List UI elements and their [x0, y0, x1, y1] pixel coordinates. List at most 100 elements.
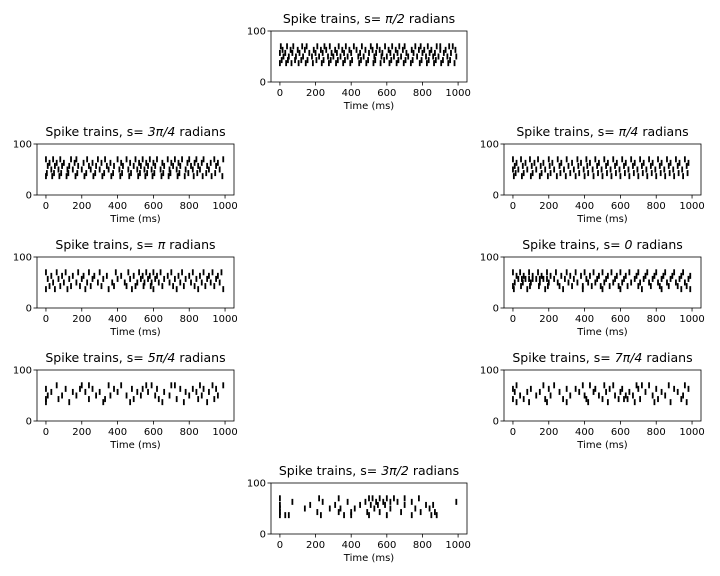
panel-title: Spike trains, s= π/4 radians — [516, 124, 688, 139]
axes-frame — [270, 30, 468, 83]
title-suffix: radians — [175, 350, 225, 365]
x-tick-label: 1000 — [679, 314, 704, 325]
axes-frame — [503, 143, 702, 196]
panel-title: Spike trains, s= 3π/4 radians — [45, 124, 225, 139]
x-tick-label: 800 — [180, 201, 199, 212]
title-suffix: radians — [638, 124, 688, 139]
title-prefix: Spike trains, s= — [45, 350, 147, 365]
y-tick-label: 0 — [26, 304, 32, 315]
x-tick-label: 400 — [108, 427, 127, 438]
x-tick-label: 0 — [277, 540, 283, 551]
panel-title: Spike trains, s= π/2 radians — [283, 11, 455, 26]
axes-frame — [36, 143, 235, 196]
y-tick-label: 100 — [480, 253, 499, 264]
x-tick-label: 200 — [72, 201, 91, 212]
x-tick-label: 0 — [43, 314, 49, 325]
x-axis-label: Time (ms) — [109, 440, 161, 451]
panel-title: Spike trains, s= 5π/4 radians — [45, 350, 225, 365]
title-prefix: Spike trains, s= — [512, 350, 614, 365]
x-tick-label: 800 — [647, 314, 666, 325]
title-math: 7π/4 — [615, 350, 643, 365]
title-suffix: radians — [165, 237, 215, 252]
axes-frame — [36, 369, 235, 422]
x-tick-label: 400 — [342, 88, 361, 99]
axes-frame — [36, 256, 235, 309]
x-axis-label: Time (ms) — [576, 214, 628, 225]
x-axis-label: Time (ms) — [576, 440, 628, 451]
y-tick-label: 100 — [247, 479, 266, 490]
x-tick-label: 600 — [377, 540, 396, 551]
y-tick-label: 0 — [260, 78, 266, 89]
title-prefix: Spike trains, s= — [522, 237, 624, 252]
x-tick-label: 0 — [510, 201, 516, 212]
title-suffix: radians — [633, 237, 683, 252]
y-tick-label: 100 — [13, 140, 32, 151]
x-tick-label: 1000 — [679, 201, 704, 212]
x-axis-label: Time (ms) — [576, 327, 628, 338]
x-tick-label: 0 — [277, 88, 283, 99]
x-tick-label: 0 — [43, 427, 49, 438]
x-tick-label: 800 — [413, 88, 432, 99]
y-tick-label: 100 — [13, 253, 32, 264]
x-tick-label: 600 — [611, 314, 630, 325]
raster-panel: Spike trains, s= 3π/4 radians 0 200 400 600 8… — [13, 124, 238, 225]
y-tick-label: 0 — [26, 191, 32, 202]
title-math: 3π/2 — [381, 463, 409, 478]
axes-frame — [503, 369, 702, 422]
x-tick-label: 400 — [342, 540, 361, 551]
x-tick-label: 600 — [377, 88, 396, 99]
y-tick-label: 100 — [480, 140, 499, 151]
y-tick-label: 0 — [26, 417, 32, 428]
title-math: 5π/4 — [148, 350, 176, 365]
x-tick-label: 400 — [575, 427, 594, 438]
y-tick-label: 100 — [480, 366, 499, 377]
x-tick-label: 1000 — [212, 427, 237, 438]
x-tick-label: 600 — [611, 427, 630, 438]
x-tick-label: 1000 — [212, 201, 237, 212]
axes-frame — [503, 256, 702, 309]
title-suffix: radians — [405, 11, 455, 26]
x-tick-label: 400 — [575, 201, 594, 212]
raster-panel: Spike trains, s= π/4 radians 0 200 400 600 80… — [480, 124, 705, 225]
x-tick-label: 800 — [180, 427, 199, 438]
raster-panel: Spike trains, s= π radians 0 200 400 600 800 1… — [13, 237, 238, 338]
title-prefix: Spike trains, s= — [55, 237, 157, 252]
panel-title: Spike trains, s= 7π/4 radians — [512, 350, 692, 365]
x-tick-label: 800 — [647, 427, 666, 438]
x-axis-label: Time (ms) — [343, 553, 395, 564]
raster-panel: Spike trains, s= 7π/4 radians 0 200 400 600 8… — [480, 350, 705, 451]
title-math: π/4 — [619, 124, 639, 139]
raster-panel: Spike trains, s= 3π/2 radians 0 200 400 600 8… — [247, 463, 471, 564]
x-axis-label: Time (ms) — [109, 327, 161, 338]
panel-title: Spike trains, s= 3π/2 radians — [279, 463, 459, 478]
x-tick-label: 200 — [539, 201, 558, 212]
y-tick-label: 0 — [493, 304, 499, 315]
x-tick-label: 600 — [144, 427, 163, 438]
x-tick-label: 600 — [144, 314, 163, 325]
y-tick-label: 0 — [493, 191, 499, 202]
x-axis-label: Time (ms) — [343, 101, 395, 112]
x-tick-label: 200 — [72, 314, 91, 325]
title-prefix: Spike trains, s= — [516, 124, 618, 139]
x-tick-label: 400 — [108, 314, 127, 325]
x-tick-label: 800 — [413, 540, 432, 551]
x-tick-label: 400 — [108, 201, 127, 212]
x-tick-label: 1000 — [445, 540, 470, 551]
title-suffix: radians — [642, 350, 692, 365]
x-tick-label: 0 — [43, 201, 49, 212]
y-tick-label: 0 — [493, 417, 499, 428]
title-math: π/2 — [385, 11, 405, 26]
title-suffix: radians — [409, 463, 459, 478]
x-tick-label: 800 — [180, 314, 199, 325]
y-tick-label: 100 — [247, 27, 266, 38]
x-tick-label: 1000 — [212, 314, 237, 325]
x-tick-label: 0 — [510, 314, 516, 325]
x-tick-label: 0 — [510, 427, 516, 438]
title-suffix: radians — [175, 124, 225, 139]
x-tick-label: 600 — [611, 201, 630, 212]
raster-panel: Spike trains, s= 5π/4 radians 0 200 400 600 8… — [13, 350, 238, 451]
x-tick-label: 200 — [306, 540, 325, 551]
x-tick-label: 200 — [539, 427, 558, 438]
title-math: π — [158, 237, 166, 252]
